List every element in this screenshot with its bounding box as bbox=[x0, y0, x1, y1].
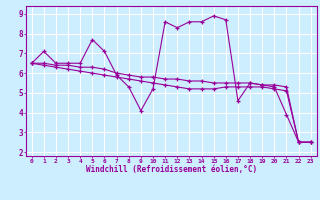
X-axis label: Windchill (Refroidissement éolien,°C): Windchill (Refroidissement éolien,°C) bbox=[86, 165, 257, 174]
